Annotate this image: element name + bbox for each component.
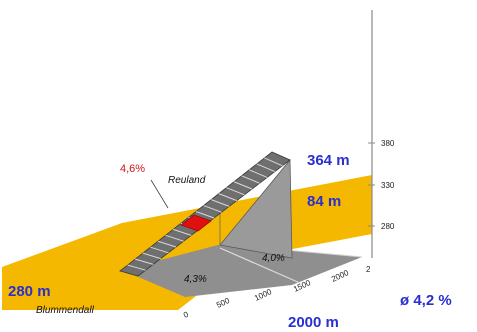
ramp-step [135,258,154,265]
average-gradient-label: ø 4,2 % [400,292,452,309]
ramp-step [157,240,177,248]
x-tick-label-500: 500 [215,296,231,310]
ramp-step [173,228,192,236]
max-gradient-leader [150,179,169,209]
ramp-side-wall [219,158,293,259]
ramp-step [218,193,237,202]
ramp-step [150,246,169,254]
ramp-step [264,157,283,167]
summit-altitude-label: 364 m [307,152,350,169]
ramp-step [165,234,184,242]
max-gradient-highlight [180,214,212,232]
ramp-step [249,169,268,178]
ramp-step [233,181,253,190]
ramp-step [226,187,245,196]
ramp-top-surface [119,151,291,277]
ramp-step [127,264,146,271]
ramp-step [256,163,275,173]
max-gradient-label: 4,6% [120,163,145,175]
segment-2-gradient: 4,0% [262,253,285,264]
x-tick-label-0: 0 [182,310,190,320]
x-tick-label-2000: 2000 [330,268,350,284]
start-altitude-label: 280 m [8,283,51,300]
elevation-gain-label: 84 m [307,193,341,210]
ramp-step [241,175,260,184]
x-tick-label-1000: 1000 [253,287,273,303]
y-tick-label-380: 380 [381,139,395,148]
segment-1-gradient: 4,3% [184,274,207,285]
ramp-step [142,252,161,260]
ramp-step [211,199,230,207]
start-place-label: Blummendall [36,305,95,316]
footprint-divider [219,247,301,284]
y-tick-label-280: 280 [381,222,395,231]
x-end-label: 2 [366,265,371,274]
y-tick-label-330: 330 [381,181,395,190]
length-label: 2000 m [288,314,339,331]
ramp-step [195,211,215,219]
summit-place-label: Reuland [168,175,206,186]
ramp-footprint [122,244,362,297]
ramp-step [203,205,222,213]
